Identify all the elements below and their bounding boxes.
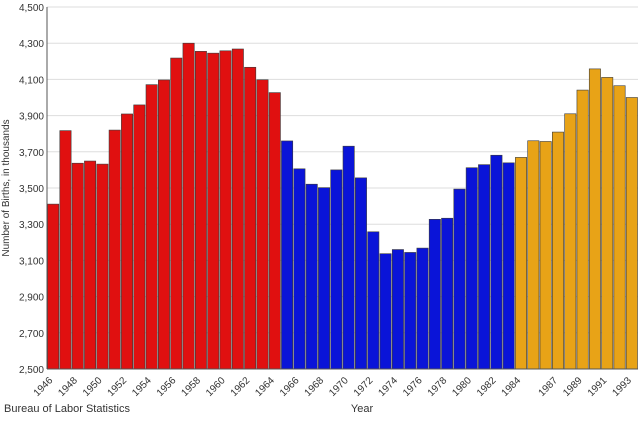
bar-1993 <box>625 97 638 370</box>
x-tick-label: 1946 <box>32 375 56 399</box>
bar-1947 <box>59 130 72 370</box>
x-tick-label: 1972 <box>352 375 376 399</box>
bar-1959 <box>207 52 220 370</box>
bar-1964 <box>268 92 281 370</box>
x-tick-label: 1974 <box>377 375 401 399</box>
bar-1986 <box>539 141 552 370</box>
x-tick-label: 1980 <box>450 375 474 399</box>
y-axis-label: Number of Births, in thousands <box>1 119 12 256</box>
bar-1966 <box>293 168 306 370</box>
x-tick-label: 1976 <box>401 375 425 399</box>
bar-1972 <box>367 231 380 370</box>
bar-1991 <box>601 77 614 370</box>
bar-1956 <box>170 57 183 370</box>
bar-1948 <box>71 162 84 370</box>
bar-1955 <box>158 79 170 370</box>
y-tick-label: 3,900 <box>19 112 44 123</box>
bar-1983 <box>502 162 515 370</box>
x-tick-label: 1958 <box>180 375 204 399</box>
x-tick-label: 1954 <box>130 375 154 399</box>
y-tick-label: 4,100 <box>19 75 44 86</box>
source-note: Bureau of Labor Statistics <box>4 403 130 415</box>
bar-1961 <box>231 48 244 370</box>
bar-1954 <box>145 84 158 370</box>
y-tick-label: 3,100 <box>19 256 44 267</box>
bar-1967 <box>305 183 318 370</box>
bar-1962 <box>244 66 257 370</box>
bar-1951 <box>108 129 121 370</box>
bar-1960 <box>219 50 232 370</box>
bar-1979 <box>453 188 466 370</box>
y-tick-label: 2,700 <box>19 329 44 340</box>
bar-1980 <box>465 167 478 370</box>
x-tick-label: 1970 <box>327 375 351 399</box>
bar-1963 <box>256 79 269 370</box>
bar-1953 <box>133 104 146 370</box>
bar-1987 <box>552 131 564 370</box>
x-tick-label: 1991 <box>586 375 610 399</box>
x-tick-label: 1993 <box>610 375 634 399</box>
bar-1971 <box>355 177 367 370</box>
y-tick-label: 2,900 <box>19 293 44 304</box>
bar-1985 <box>527 140 540 370</box>
bar-1992 <box>613 85 626 370</box>
y-axis-ticks: 2,500 2,700 2,900 3,100 3,300 3,500 3,700 3,900… <box>19 3 44 376</box>
bar-1974 <box>391 249 404 370</box>
bars <box>47 42 638 370</box>
bar-1981 <box>478 164 491 370</box>
x-tick-label: 1968 <box>303 375 327 399</box>
y-tick-label: 4,300 <box>19 39 44 50</box>
bar-1990 <box>588 68 601 370</box>
grid-lines <box>47 6 638 334</box>
x-tick-label: 1948 <box>56 375 80 399</box>
x-tick-label: 1989 <box>561 375 585 399</box>
bar-1957 <box>182 42 195 370</box>
x-tick-label: 1960 <box>204 375 228 399</box>
bar-1988 <box>564 113 577 370</box>
bar-1989 <box>576 89 589 370</box>
bar-1976 <box>416 247 429 370</box>
bar-1969 <box>330 169 343 370</box>
bar-1978 <box>441 217 454 370</box>
y-tick-label: 2,500 <box>19 365 44 376</box>
bar-1950 <box>96 163 109 370</box>
x-axis-label: Year <box>351 403 374 415</box>
y-tick-label: 4,500 <box>19 3 44 14</box>
y-tick-label: 3,700 <box>19 148 44 159</box>
x-tick-label: 1984 <box>500 375 524 399</box>
bar-1984 <box>515 157 527 370</box>
bar-1970 <box>342 145 355 370</box>
y-tick-label: 3,500 <box>19 184 44 195</box>
x-axis-ticks: 1946 1948 1950 1952 1954 1956 1958 1960 1962 1964… <box>32 375 635 399</box>
bar-1949 <box>84 160 97 370</box>
x-tick-label: 1956 <box>155 375 179 399</box>
bar-1958 <box>194 51 207 370</box>
bar-1975 <box>404 252 417 370</box>
x-tick-label: 1952 <box>106 375 130 399</box>
bar-1965 <box>281 140 294 370</box>
x-tick-label: 1982 <box>475 375 499 399</box>
x-tick-label: 1966 <box>278 375 302 399</box>
x-tick-label: 1987 <box>537 375 561 399</box>
bar-1977 <box>428 219 441 370</box>
bar-1952 <box>121 113 133 370</box>
bar-1973 <box>379 253 392 370</box>
bar-1946 <box>47 203 60 370</box>
x-tick-label: 1962 <box>229 375 253 399</box>
x-tick-label: 1964 <box>253 375 277 399</box>
x-tick-label: 1978 <box>426 375 450 399</box>
bar-1968 <box>318 187 330 370</box>
x-tick-label: 1950 <box>81 375 105 399</box>
y-tick-label: 3,300 <box>19 220 44 231</box>
bar-1982 <box>490 154 503 370</box>
